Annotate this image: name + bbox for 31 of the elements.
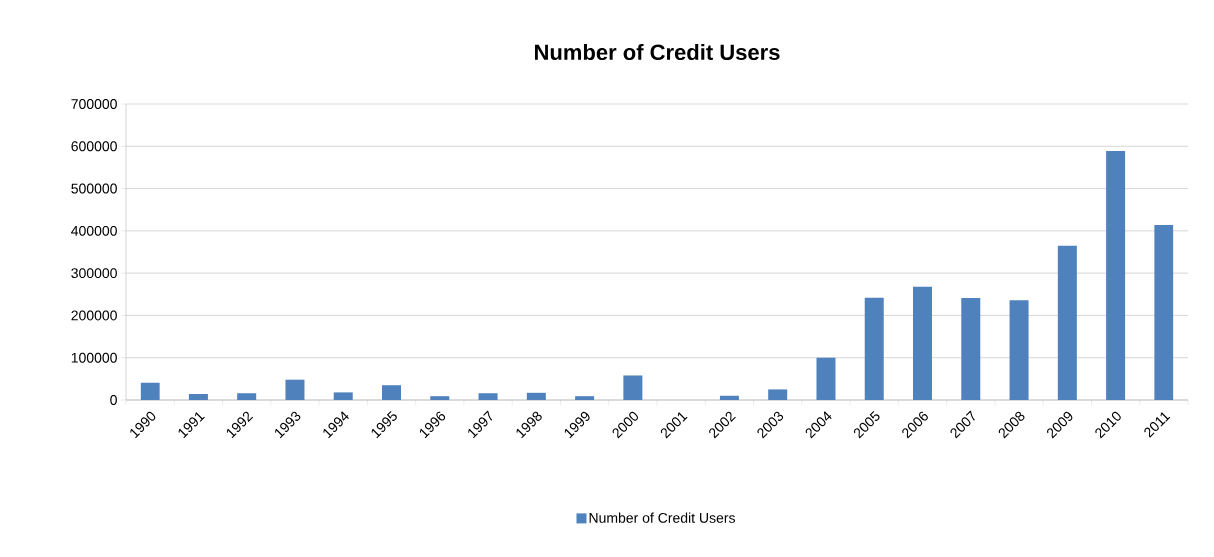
bar [913,286,933,400]
y-tick-label: 600000 [71,141,117,152]
bar [526,392,546,400]
bar [816,357,836,400]
bar [864,297,884,400]
bar [478,393,498,400]
chart-title: Number of Credit Users [535,43,780,61]
y-tick-label: 0 [110,395,117,405]
bar [961,298,981,400]
bar [237,393,257,400]
bar [1057,245,1077,400]
bar [768,389,788,400]
y-tick-label: 400000 [71,225,117,236]
legend-label: Number of Credit Users [589,512,735,523]
bar [188,394,208,400]
bar [623,375,643,400]
bar [1009,300,1029,400]
y-tick-label: 500000 [71,183,117,194]
bar [333,392,353,400]
bar [285,379,305,400]
bar [1106,150,1126,400]
bar [430,396,450,400]
y-tick-label: 200000 [71,310,117,321]
y-tick-label: 100000 [71,352,117,363]
bar [575,396,595,400]
bar [140,382,160,400]
bar [382,385,402,400]
bar [719,395,739,400]
bar [1154,224,1174,400]
y-tick-label: 300000 [71,268,117,279]
y-tick-label: 700000 [71,99,117,109]
